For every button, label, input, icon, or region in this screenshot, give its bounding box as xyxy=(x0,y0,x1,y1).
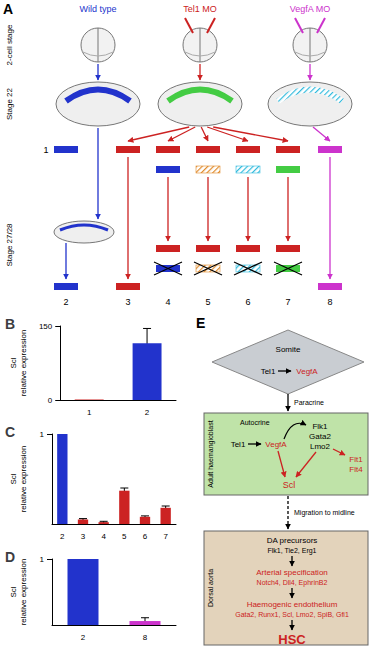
svg-text:Scl: Scl xyxy=(9,473,18,484)
svg-text:VegfA: VegfA xyxy=(265,440,287,449)
svg-text:4: 4 xyxy=(101,532,106,541)
svg-text:6: 6 xyxy=(143,532,148,541)
svg-text:1: 1 xyxy=(40,555,45,564)
svg-text:Notch4, Dll4, EphrinB2: Notch4, Dll4, EphrinB2 xyxy=(257,579,328,587)
svg-text:3: 3 xyxy=(81,532,86,541)
svg-text:Haemogenic endothelium: Haemogenic endothelium xyxy=(247,600,338,609)
svg-text:Adult haemangioblast: Adult haemangioblast xyxy=(207,420,215,487)
svg-text:150: 150 xyxy=(39,322,53,331)
svg-text:0: 0 xyxy=(48,396,53,405)
svg-text:7: 7 xyxy=(285,297,290,307)
svg-text:2: 2 xyxy=(63,297,68,307)
svg-text:8: 8 xyxy=(327,297,332,307)
svg-text:6: 6 xyxy=(245,297,250,307)
svg-text:Somite: Somite xyxy=(276,345,301,354)
svg-text:C: C xyxy=(5,424,15,440)
svg-text:1: 1 xyxy=(40,430,45,439)
svg-text:3: 3 xyxy=(125,297,130,307)
svg-text:D: D xyxy=(5,549,15,565)
svg-text:Flt1: Flt1 xyxy=(349,455,363,464)
svg-text:DA precursors: DA precursors xyxy=(267,536,318,545)
svg-text:2: 2 xyxy=(145,408,150,417)
svg-text:Migration to midline: Migration to midline xyxy=(294,509,355,517)
svg-text:Paracrine: Paracrine xyxy=(294,399,324,406)
svg-text:Scl: Scl xyxy=(283,480,296,490)
svg-text:7: 7 xyxy=(163,532,168,541)
svg-text:Arterial specification: Arterial specification xyxy=(256,568,328,577)
svg-text:Tel1: Tel1 xyxy=(231,440,246,449)
svg-text:Flk1, Tie2, Erg1: Flk1, Tie2, Erg1 xyxy=(267,547,316,555)
svg-text:VegfA MO: VegfA MO xyxy=(290,4,331,14)
svg-text:Stage 22: Stage 22 xyxy=(5,87,14,120)
svg-text:Gata2, Runx1, Scl, Lmo2, SpiB,: Gata2, Runx1, Scl, Lmo2, SpiB, Gfi1 xyxy=(235,611,349,619)
svg-text:1: 1 xyxy=(43,145,48,155)
svg-text:1: 1 xyxy=(87,408,92,417)
svg-text:4: 4 xyxy=(165,297,170,307)
svg-text:8: 8 xyxy=(143,633,148,642)
svg-text:Lmo2: Lmo2 xyxy=(310,442,331,451)
svg-text:Wild type: Wild type xyxy=(79,4,116,14)
svg-text:VegfA: VegfA xyxy=(296,367,318,376)
svg-text:Tel1: Tel1 xyxy=(261,367,276,376)
svg-text:relative expression: relative expression xyxy=(19,330,28,397)
svg-text:B: B xyxy=(5,316,15,332)
svg-text:HSC: HSC xyxy=(278,632,306,647)
svg-text:2: 2 xyxy=(60,532,65,541)
svg-text:A: A xyxy=(3,1,13,17)
svg-text:Scl: Scl xyxy=(9,357,18,368)
svg-text:Tel1 MO: Tel1 MO xyxy=(183,4,217,14)
svg-text:2-cell stage: 2-cell stage xyxy=(5,24,14,65)
svg-text:E: E xyxy=(196,315,205,331)
svg-text:Scl: Scl xyxy=(9,586,18,597)
svg-text:Stage 27/28: Stage 27/28 xyxy=(5,223,14,267)
svg-text:relative expression: relative expression xyxy=(19,559,28,626)
svg-text:Gata2: Gata2 xyxy=(309,432,331,441)
svg-text:Flt4: Flt4 xyxy=(349,465,363,474)
svg-text:5: 5 xyxy=(122,532,127,541)
svg-text:2: 2 xyxy=(81,633,86,642)
svg-text:Autocrine: Autocrine xyxy=(240,419,270,426)
svg-text:relative expression: relative expression xyxy=(19,446,28,513)
svg-text:Flk1: Flk1 xyxy=(312,422,328,431)
svg-text:5: 5 xyxy=(205,297,210,307)
svg-text:Dorsal aorta: Dorsal aorta xyxy=(207,569,214,607)
